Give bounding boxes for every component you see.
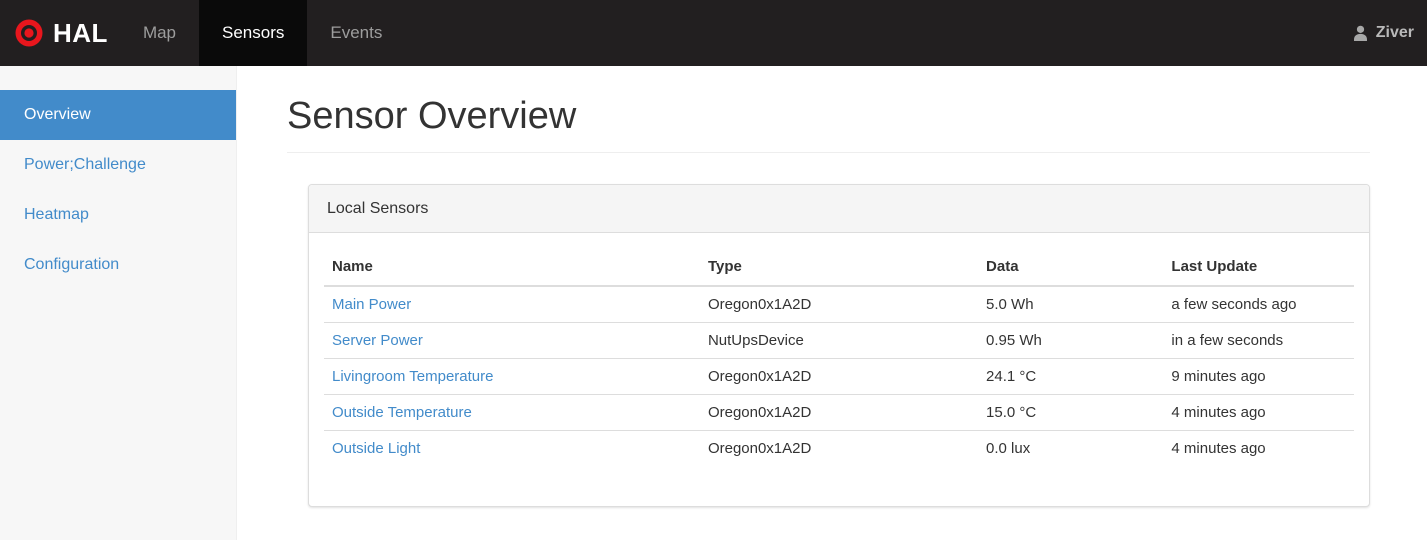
sensor-last-update-cell: a few seconds ago [1163,285,1354,323]
sensor-data-cell: 0.0 lux [978,429,1164,466]
sensor-name-link[interactable]: Outside Temperature [332,403,472,421]
column-header-name: Name [324,247,700,287]
sensor-type-cell: Oregon0x1A2D [699,393,979,431]
sensor-data-cell: 15.0 °C [978,393,1164,431]
sensor-name-cell: Outside Light [324,429,700,466]
sensor-data-cell: 5.0 Wh [978,285,1164,323]
sidebar-item-overview[interactable]: Overview [0,90,236,140]
sensor-name-cell: Livingroom Temperature [324,357,700,395]
navbar-item-sensors[interactable]: Sensors [199,0,308,66]
column-header-data: Data [978,247,1164,287]
hal-bullseye-logo-icon [14,18,44,48]
navbar-item-map[interactable]: Map [142,23,177,42]
sidebar-item-heatmap[interactable]: Heatmap [24,206,89,223]
sensor-name-link[interactable]: Main Power [332,295,412,313]
sensor-last-update-cell: 4 minutes ago [1163,429,1354,466]
top-navbar: HAL Map Sensors Events Ziver [0,0,1427,66]
sensor-last-update-cell: 4 minutes ago [1163,393,1354,431]
sensor-type-cell: Oregon0x1A2D [699,285,979,323]
sensor-name-link[interactable]: Server Power [332,331,423,349]
main-content: Sensor Overview Local Sensors Name Type … [237,66,1427,540]
brand-title: HAL [53,17,108,48]
sensor-name-cell: Outside Temperature [324,393,700,431]
page-header: Sensor Overview [287,95,1370,153]
panel-heading: Local Sensors [309,184,1369,233]
sensor-name-cell: Main Power [324,285,700,323]
table-header-row: Name Type Data Last Update [324,247,1354,287]
table-row: Outside Temperature Oregon0x1A2D 15.0 °C… [324,393,1354,431]
table-row: Livingroom Temperature Oregon0x1A2D 24.1… [324,357,1354,395]
sidebar-nav: Overview Power;Challenge Heatmap Configurat… [0,66,237,540]
navbar-item-events[interactable]: Events [330,23,383,42]
sidebar-item-power-challenge[interactable]: Power;Challenge [24,156,146,173]
panel-body: Name Type Data Last Update Main Power Or… [309,233,1369,506]
brand-logo-link[interactable]: HAL [0,0,120,66]
user-menu[interactable]: Ziver [1339,0,1427,66]
sidebar-item-configuration[interactable]: Configuration [24,256,120,273]
table-row: Main Power Oregon0x1A2D 5.0 Wh a few sec… [324,285,1354,323]
sensor-type-cell: NutUpsDevice [699,321,979,359]
page-title: Sensor Overview [287,95,577,137]
column-header-last-update: Last Update [1163,247,1354,287]
table-row: Server Power NutUpsDevice 0.95 Wh in a f… [324,321,1354,359]
navbar-links: Map Sensors Events [120,0,405,66]
sensors-table-body: Main Power Oregon0x1A2D 5.0 Wh a few sec… [324,285,1354,466]
user-icon [1352,25,1369,42]
sensor-last-update-cell: in a few seconds [1163,321,1354,359]
sensor-data-cell: 24.1 °C [978,357,1164,395]
sensor-name-cell: Server Power [324,321,700,359]
column-header-type: Type [699,247,979,287]
table-row: Outside Light Oregon0x1A2D 0.0 lux 4 min… [324,429,1354,466]
sensor-name-link[interactable]: Outside Light [332,439,421,457]
user-name: Ziver [1375,24,1414,41]
sensor-type-cell: Oregon0x1A2D [699,357,979,395]
sensor-name-link[interactable]: Livingroom Temperature [332,367,494,385]
sensors-table: Name Type Data Last Update Main Power Or… [324,247,1354,466]
sensor-data-cell: 0.95 Wh [978,321,1164,359]
sensor-last-update-cell: 9 minutes ago [1163,357,1354,395]
sensor-type-cell: Oregon0x1A2D [699,429,979,466]
local-sensors-panel: Local Sensors Name Type Data Last Update… [308,183,1370,507]
